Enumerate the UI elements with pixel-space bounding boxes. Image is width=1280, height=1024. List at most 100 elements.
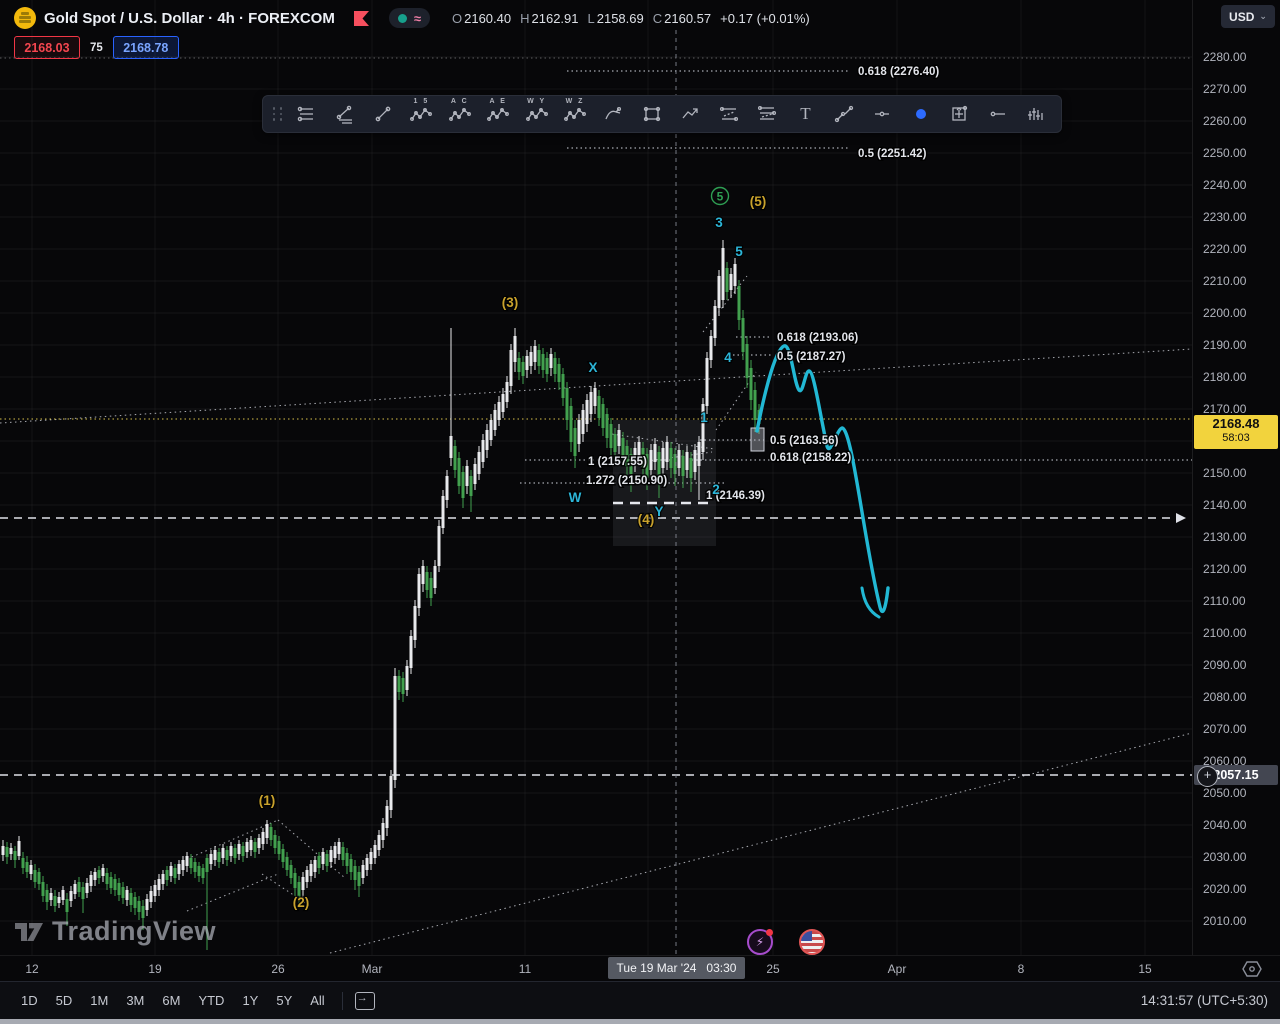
projection-curve[interactable] [755, 344, 890, 614]
clock-readout[interactable]: 14:31:57 (UTC+5:30) [1140, 993, 1268, 1008]
candle-body [453, 446, 457, 470]
range-ytd-button[interactable]: YTD [198, 993, 225, 1008]
candle-body [165, 870, 169, 880]
brush-tool[interactable] [594, 99, 632, 129]
color-swatch-blue[interactable] [902, 99, 940, 129]
fixed-range-tool[interactable] [940, 99, 978, 129]
horizontal-line-tool[interactable] [863, 99, 901, 129]
sell-button[interactable]: 2168.03 [14, 36, 80, 59]
fib-level-label[interactable]: 1 (2157.55) [587, 455, 649, 470]
candle-body [157, 879, 161, 890]
go-to-date-icon[interactable] [354, 991, 375, 1010]
elliott-double-combo-wave-tool[interactable]: W Y [517, 98, 555, 129]
candle-body [9, 848, 13, 854]
currency-selector-button[interactable]: USD ⌄ [1221, 5, 1275, 28]
chart-canvas[interactable]: 0.618 (2276.40) 0.5 (2251.42) 0.618 (2193.… [0, 0, 1192, 955]
dotted-trendline[interactable] [329, 732, 1192, 954]
range-1d-button[interactable]: 1D [21, 993, 38, 1008]
elliott-impulse-wave-tool[interactable]: 1 5 [402, 98, 440, 129]
fib-retracement-tool[interactable] [287, 99, 325, 129]
elliott-triangle-wave-tool[interactable]: A E [479, 98, 517, 129]
price-axis[interactable]: USD ⌄ 2280.00 2270.00 2260.00 2250.00 2240.00… [1192, 0, 1280, 955]
fib-level-label[interactable]: 0.618 (2276.40) [857, 65, 941, 80]
parallel-channel-tool[interactable] [709, 99, 747, 129]
candle-body [497, 402, 501, 420]
elliott-wave-label[interactable]: W [567, 489, 583, 507]
fib-level-label[interactable]: 1.272 (2150.90) [585, 474, 669, 489]
candle-body [749, 368, 753, 400]
range-5d-button[interactable]: 5D [55, 993, 73, 1008]
elliott-wave-label[interactable]: 1 [699, 409, 710, 427]
elliott-wave-label[interactable]: Y [653, 503, 665, 521]
fib-level-label[interactable]: 0.618 (2158.22) [769, 451, 853, 466]
polyline-arrow-tool[interactable] [671, 99, 709, 129]
add-order-button[interactable]: + [1197, 766, 1218, 787]
range-5y-button[interactable]: 5Y [276, 993, 293, 1008]
symbol-title[interactable]: Gold Spot / U.S. Dollar · 4h · FOREXCOM [44, 9, 335, 27]
fib-level-label[interactable]: 0.618 (2193.06) [776, 331, 860, 346]
dotted-trendline[interactable] [715, 371, 757, 431]
candle-body [597, 396, 601, 418]
elliott-triple-combo-wave-tool[interactable]: W Z [556, 98, 594, 129]
elliott-correction-wave-tool[interactable]: A C [441, 98, 479, 129]
trend-line-tool[interactable] [364, 99, 402, 129]
range-all-button[interactable]: All [310, 993, 325, 1008]
disjoint-channel-tool[interactable] [748, 99, 786, 129]
dotted-trendline[interactable] [611, 433, 715, 450]
fib-level-label[interactable]: 1 (2146.39) [705, 489, 767, 504]
chart-settings-icon[interactable] [1242, 959, 1262, 979]
candle-body [181, 860, 185, 870]
range-1y-button[interactable]: 1Y [242, 993, 259, 1008]
economic-event-icon[interactable]: ⚡ [747, 929, 773, 955]
elliott-wave-label[interactable]: 5 [734, 243, 745, 261]
elliott-wave-label[interactable]: (1) [258, 792, 277, 810]
time-axis[interactable]: 12 19 26 Mar 11 25 Apr 8 15 Tue 19 Mar '24 03:30 [0, 955, 1280, 982]
candle-body [421, 566, 425, 584]
candle-body [141, 906, 145, 918]
candle-body [485, 430, 489, 450]
candle-body [669, 448, 673, 468]
market-status-pill[interactable]: ≈ [388, 8, 430, 28]
candle-body [661, 448, 665, 468]
candle-body [389, 776, 393, 810]
candle-body [365, 858, 369, 870]
circled-wave-label[interactable] [710, 186, 730, 206]
elliott-wave-label[interactable]: 3 [714, 214, 725, 232]
buy-button[interactable]: 2168.78 [112, 36, 179, 59]
double-trend-line-tool[interactable] [825, 99, 863, 129]
candle-body [41, 882, 45, 896]
fib-level-label[interactable]: 0.5 (2187.27) [776, 350, 848, 365]
candle-body [241, 846, 245, 856]
range-1m-button[interactable]: 1M [90, 993, 109, 1008]
elliott-wave-label[interactable]: (5) [749, 193, 768, 211]
elliott-wave-label[interactable]: (3) [501, 294, 520, 312]
rectangle-tool[interactable] [633, 99, 671, 129]
dotted-trendline[interactable] [702, 275, 748, 333]
drag-handle[interactable] [269, 99, 287, 129]
range-3m-button[interactable]: 3M [126, 993, 145, 1008]
horizontal-ray-tool[interactable] [978, 99, 1016, 129]
elliott-wave-label[interactable]: X [587, 359, 599, 377]
candle-body [689, 458, 693, 478]
volume-profile-tool[interactable] [1017, 99, 1055, 129]
candle-body [81, 887, 85, 899]
elliott-wave-label[interactable]: (4) [637, 511, 656, 529]
fib-level-label[interactable]: 0.5 (2251.42) [857, 147, 929, 162]
candle-body [301, 877, 305, 890]
us-economic-event-flag-icon[interactable] [799, 929, 825, 955]
elliott-wave-label[interactable]: 4 [723, 349, 734, 367]
fib-level-label[interactable]: 0.5 (2163.56) [769, 434, 841, 449]
elliott-wave-label[interactable]: 2 [711, 481, 721, 499]
elliott-wave-label[interactable]: (2) [292, 894, 311, 912]
candle-body [253, 842, 257, 852]
dotted-trendline[interactable] [186, 873, 279, 912]
candle-body [37, 872, 41, 884]
dotted-trendline[interactable] [0, 348, 1192, 424]
text-tool[interactable]: T [800, 104, 811, 123]
range-6m-button[interactable]: 6M [162, 993, 181, 1008]
trend-based-fib-tool[interactable] [325, 99, 363, 129]
flag-icon[interactable] [353, 10, 369, 26]
projection-curve-hook[interactable] [860, 586, 881, 619]
drawing-toolbar[interactable]: 1 5 A C A E W Y W Z [262, 95, 1062, 133]
price-chart-svg[interactable]: 0.618 (2276.40) 0.5 (2251.42) 0.618 (2193.… [0, 0, 1192, 955]
